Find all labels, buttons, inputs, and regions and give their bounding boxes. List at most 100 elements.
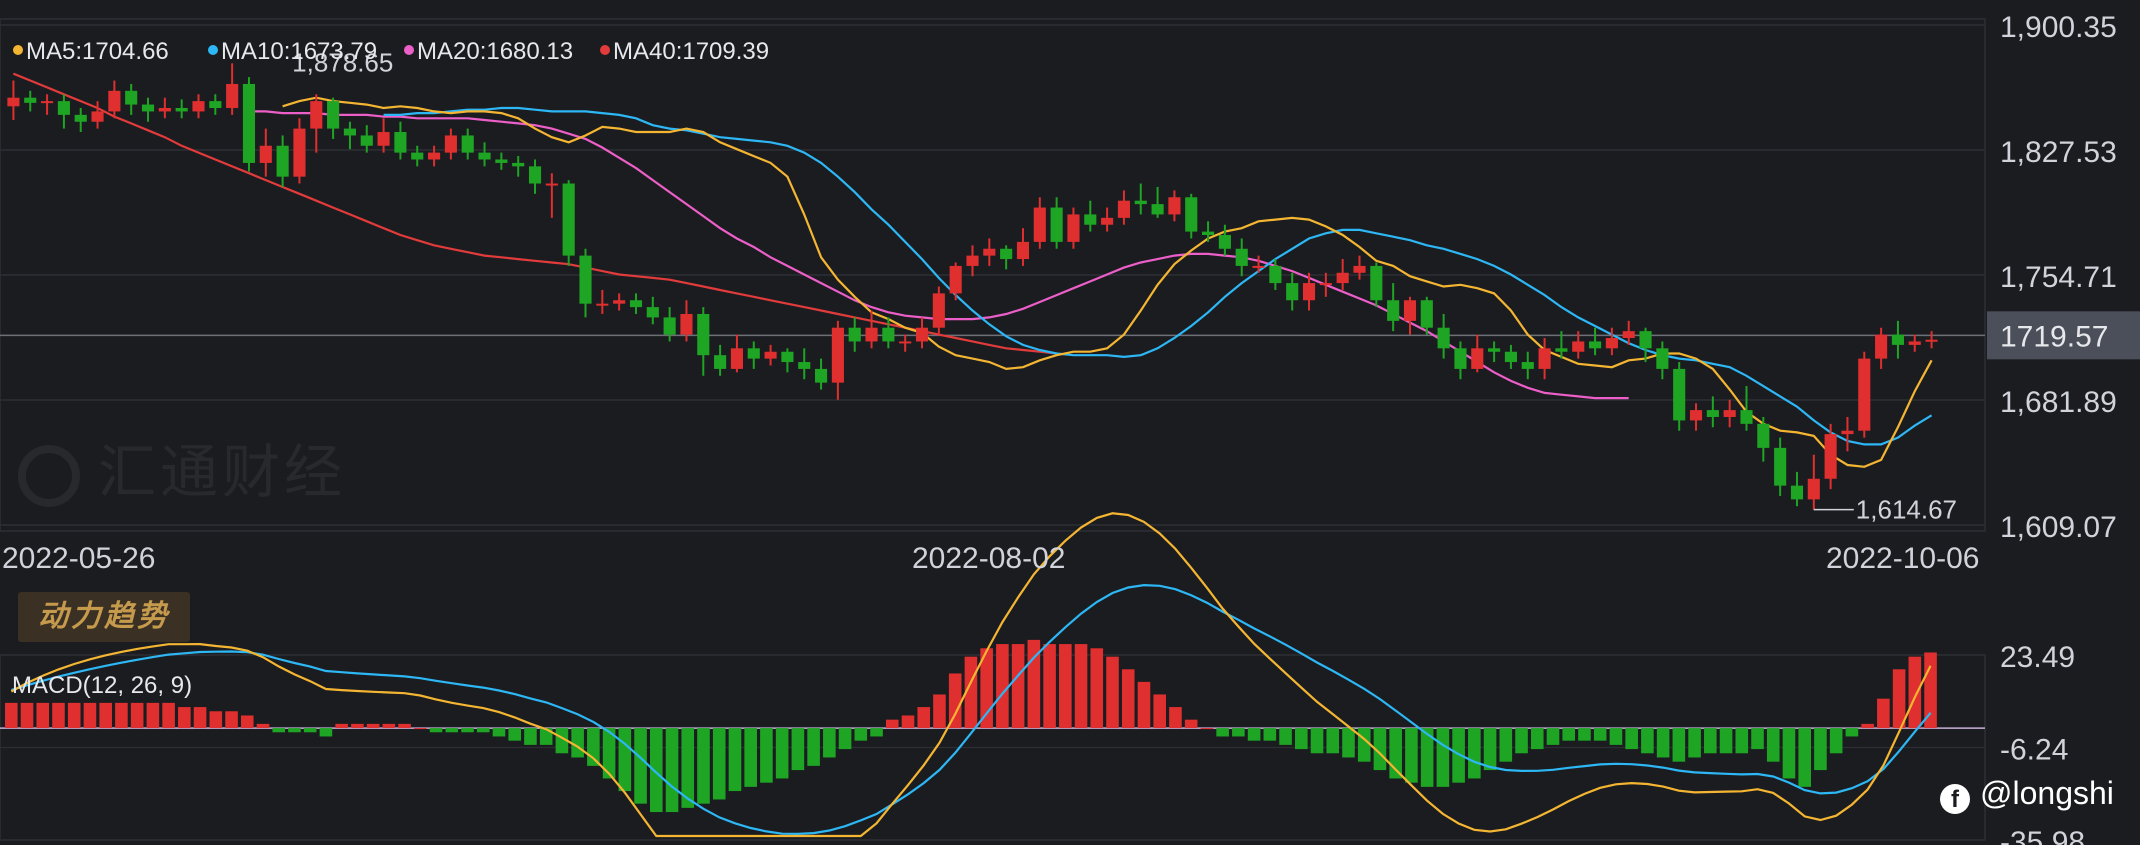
candle-body [1336,272,1349,284]
ma-legend-1: MA10:1673.79 [221,38,377,65]
candle [1504,344,1517,369]
macd-bar [146,702,160,729]
macd-bar [461,728,474,733]
candle [1656,341,1669,380]
macd-bar [1184,719,1198,729]
candle [646,296,659,325]
candle [1235,238,1248,277]
macd-bar [303,728,317,733]
candle [1605,327,1618,356]
candle [360,125,373,153]
macd-bar [1499,728,1513,762]
candle-body [1824,434,1837,479]
candle-body [1521,362,1534,369]
candle [882,317,895,349]
macd-bar [272,728,286,733]
macd-bar [508,728,521,741]
candle [1286,272,1299,311]
macd-bar [1798,728,1811,787]
candle-body [747,348,760,359]
candle-body [7,97,20,107]
ma-legend-dot [208,45,218,55]
candle-body [1067,214,1080,242]
candle-body [1235,248,1248,266]
macd-bar [1625,728,1638,750]
candle-body [579,255,592,304]
x-tick-label: 2022-10-06 [1826,542,1979,575]
candle-body [1269,265,1282,284]
candle [848,317,861,352]
macd-bar [650,728,663,813]
candle-body [24,97,37,103]
candle [1269,259,1282,290]
current-price-label: 1719.57 [2000,320,2108,353]
candle [697,307,710,376]
candle [461,128,474,160]
candle [41,94,54,115]
candle [1302,272,1316,311]
candle-body [1302,283,1316,301]
candle [1202,221,1215,242]
candle [949,262,962,301]
candle-body [1319,283,1332,286]
candle-body [1151,204,1164,215]
candle [411,145,424,167]
candle [1151,186,1164,218]
macd-bar [1405,728,1418,783]
macd-bar [1609,728,1623,745]
candle-body [1134,200,1147,205]
macd-bar [1059,644,1072,729]
candle [932,286,945,335]
candle-body [1723,410,1736,417]
candle [158,97,171,119]
indicator-tab-momentum[interactable]: 动力趋势 [18,592,190,642]
macd-y-tick-label: 23.49 [2000,641,2075,674]
macd-bar [933,694,946,729]
y-tick-label: 1,754.71 [2000,261,2117,294]
candle-body [1790,485,1804,500]
candle [1471,334,1484,373]
macd-bar [1247,728,1261,741]
candle-body [596,303,609,306]
candle-body [865,327,878,342]
candle-body [646,307,659,318]
candle [1673,362,1686,431]
candle [798,348,811,380]
macd-bar [1373,728,1387,771]
macd-bar [602,728,616,779]
candle [1353,255,1366,280]
candle [1252,255,1265,273]
macd-bar [823,728,836,758]
macd-bar [1546,728,1560,745]
candle [1370,262,1383,308]
candle [1875,327,1888,369]
candle [1437,313,1450,359]
candle-body [1504,351,1517,363]
candle [1117,190,1130,225]
candle-body [242,83,256,163]
candle-body [714,355,727,369]
user-watermark: f @longshi [1940,775,2114,814]
macd-bar [1908,656,1922,729]
candle [613,293,626,311]
macd-bar [539,728,553,745]
candle [7,80,20,121]
candle [1740,386,1753,431]
macd-indicator [0,512,1985,838]
macd-bar [807,728,820,766]
candle-body [91,111,104,122]
candle-body [444,135,457,153]
candle [1488,341,1501,363]
candle-body [1673,368,1686,421]
macd-bar [1043,644,1056,729]
macd-bar [1090,648,1104,729]
candle [444,128,457,160]
candle [764,344,777,366]
candle-body [1387,300,1400,321]
macd-bar [1877,698,1890,729]
candle-body [798,362,811,369]
candle [1067,207,1080,249]
candle [1387,283,1400,332]
candle-body [1101,217,1114,225]
candle-body [428,152,441,160]
